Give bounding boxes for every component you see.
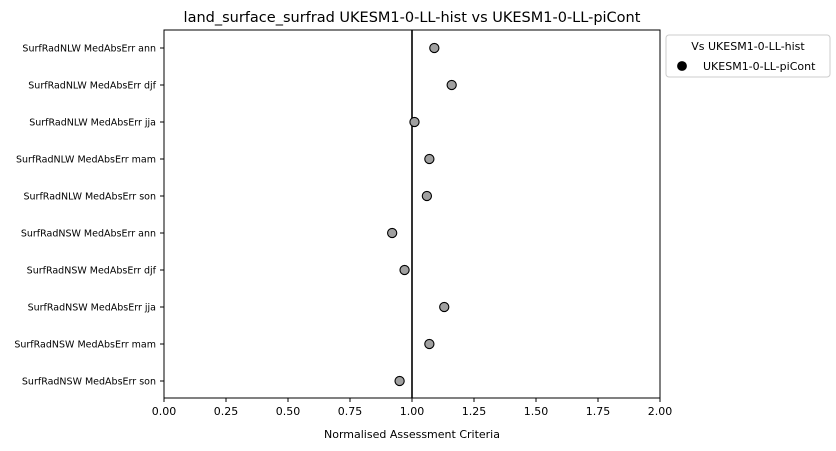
data-point <box>429 42 440 54</box>
data-point <box>387 227 398 239</box>
data-point <box>394 375 405 387</box>
x-tick-label: 1.25 <box>462 405 487 418</box>
y-tick-label: SurfRadNSW MedAbsErr ann <box>21 229 156 240</box>
data-point <box>424 338 435 350</box>
x-tick-label: 0.00 <box>152 405 177 418</box>
legend-box <box>665 34 831 78</box>
y-tick-label: SurfRadNLW MedAbsErr ann <box>22 44 156 55</box>
y-tick-label: SurfRadNLW MedAbsErr mam <box>16 155 156 166</box>
y-tick-label: SurfRadNLW MedAbsErr son <box>24 192 157 203</box>
x-tick-label: 0.75 <box>338 405 363 418</box>
y-tick-label: SurfRadNSW MedAbsErr son <box>22 377 156 388</box>
x-axis-label: Normalised Assessment Criteria <box>324 428 500 441</box>
chart-title: land_surface_surfrad UKESM1-0-LL-hist vs… <box>184 10 641 26</box>
legend: Vs UKESM1-0-LL-hist UKESM1-0-LL-piCont <box>665 34 831 78</box>
y-tick-label: SurfRadNLW MedAbsErr djf <box>28 81 156 92</box>
legend-title: Vs UKESM1-0-LL-hist <box>691 40 805 53</box>
data-point <box>399 264 410 276</box>
data-point <box>409 116 420 128</box>
y-tick-label: SurfRadNSW MedAbsErr djf <box>27 266 157 277</box>
y-tick-label: SurfRadNSW MedAbsErr jja <box>28 303 156 314</box>
y-tick-label: SurfRadNLW MedAbsErr jja <box>29 118 156 129</box>
legend-label: UKESM1-0-LL-piCont <box>703 60 816 73</box>
legend-marker <box>677 61 687 71</box>
plot-area: 0.00 0.25 0.50 0.75 1.00 1.25 1.50 1.75 2.00 Surf… <box>14 29 673 418</box>
data-point <box>439 301 450 313</box>
data-point <box>446 79 457 91</box>
data-point <box>424 153 435 165</box>
x-tick-label: 1.75 <box>586 405 611 418</box>
y-tick-label: SurfRadNSW MedAbsErr mam <box>14 340 156 351</box>
x-tick-label: 0.25 <box>214 405 239 418</box>
x-tick-label: 2.00 <box>648 405 673 418</box>
data-point <box>421 190 433 202</box>
x-tick-label: 0.50 <box>276 405 301 418</box>
x-tick-label: 1.00 <box>400 405 425 418</box>
x-tick-label: 1.50 <box>524 405 549 418</box>
